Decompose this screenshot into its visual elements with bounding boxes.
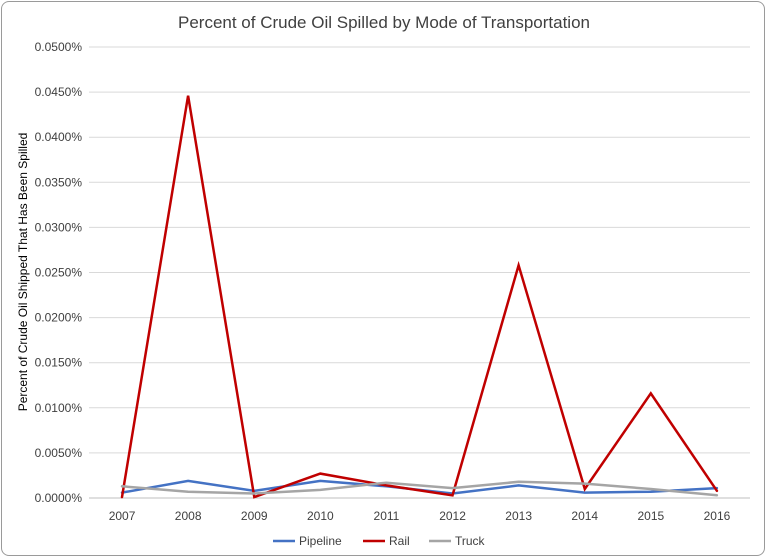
x-tick-label: 2013 — [505, 509, 532, 523]
y-tick-label: 0.0050% — [35, 446, 83, 460]
chart-title: Percent of Crude Oil Spilled by Mode of … — [178, 13, 590, 32]
y-tick-label: 0.0100% — [35, 401, 83, 415]
y-axis-label: Percent of Crude Oil Shipped That Has Be… — [16, 133, 30, 412]
x-tick-label: 2009 — [241, 509, 268, 523]
legend-label-pipeline: Pipeline — [299, 534, 342, 548]
x-tick-label: 2014 — [571, 509, 598, 523]
y-tick-label: 0.0000% — [35, 491, 83, 505]
y-tick-label: 0.0250% — [35, 266, 83, 280]
series-lines — [120, 95, 719, 499]
series-line-rail — [120, 95, 719, 499]
y-tick-label: 0.0150% — [35, 356, 83, 370]
x-tick-label: 2007 — [109, 509, 136, 523]
x-tick-label: 2012 — [439, 509, 466, 523]
y-tick-label: 0.0300% — [35, 220, 83, 234]
x-tick-label: 2010 — [307, 509, 334, 523]
x-tick-label: 2011 — [374, 509, 400, 523]
y-tick-label: 0.0350% — [35, 175, 83, 189]
x-tick-label: 2015 — [637, 509, 664, 523]
y-tick-label: 0.0500% — [35, 40, 83, 54]
y-tick-label: 0.0200% — [35, 311, 83, 325]
x-axis-ticks: 2007 2008 2009 2010 2011 2012 2013 2014 2015 2016 — [109, 509, 731, 523]
legend-label-rail: Rail — [389, 534, 410, 548]
x-tick-label: 2016 — [704, 509, 731, 523]
legend-label-truck: Truck — [455, 534, 486, 548]
y-tick-label: 0.0450% — [35, 85, 83, 99]
legend: Pipeline Rail Truck — [273, 534, 486, 548]
y-axis-ticks: 0.0000% 0.0050% 0.0100% 0.0150% 0.0200% 0.025… — [35, 40, 83, 505]
series-line-truck — [120, 480, 719, 497]
gridlines — [89, 46, 750, 499]
y-tick-label: 0.0400% — [35, 130, 83, 144]
x-tick-label: 2008 — [175, 509, 202, 523]
